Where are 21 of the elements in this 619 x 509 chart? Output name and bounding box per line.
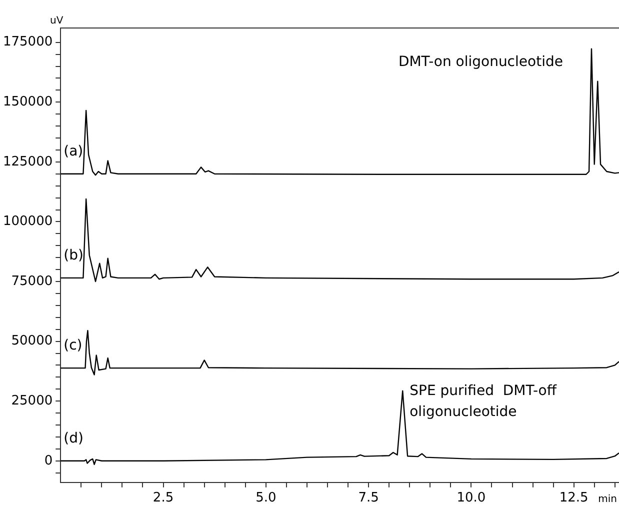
y-tick-label: 175000 [2, 34, 53, 50]
series-label: (a) [64, 144, 84, 160]
y-axis-title: uV [50, 16, 64, 27]
annotation: SPE purified DMT-off oligonucleotide [410, 383, 557, 420]
y-tick-label: 125000 [2, 154, 53, 170]
x-tick-label: 7.5 [358, 490, 379, 506]
x-axis-title: min [598, 494, 617, 505]
x-tick-label: 2.5 [152, 490, 174, 506]
series-label: (c) [64, 338, 82, 354]
x-tick-label: 10.0 [456, 490, 486, 506]
series-label: (d) [64, 430, 84, 447]
y-tick-label: 50000 [11, 334, 53, 349]
y-tick-label: 150000 [2, 94, 53, 110]
y-tick-label: 100000 [2, 214, 53, 230]
x-tick-label: 12.5 [559, 490, 588, 506]
annotation: DMT-on oligonucleotide [398, 54, 563, 70]
x-tick-label: 5.0 [256, 490, 276, 506]
y-tick-label: 25000 [11, 393, 53, 408]
series-label: (b) [64, 248, 84, 264]
y-tick-label: 0 [44, 453, 53, 468]
y-tick-label: 75000 [11, 274, 53, 289]
